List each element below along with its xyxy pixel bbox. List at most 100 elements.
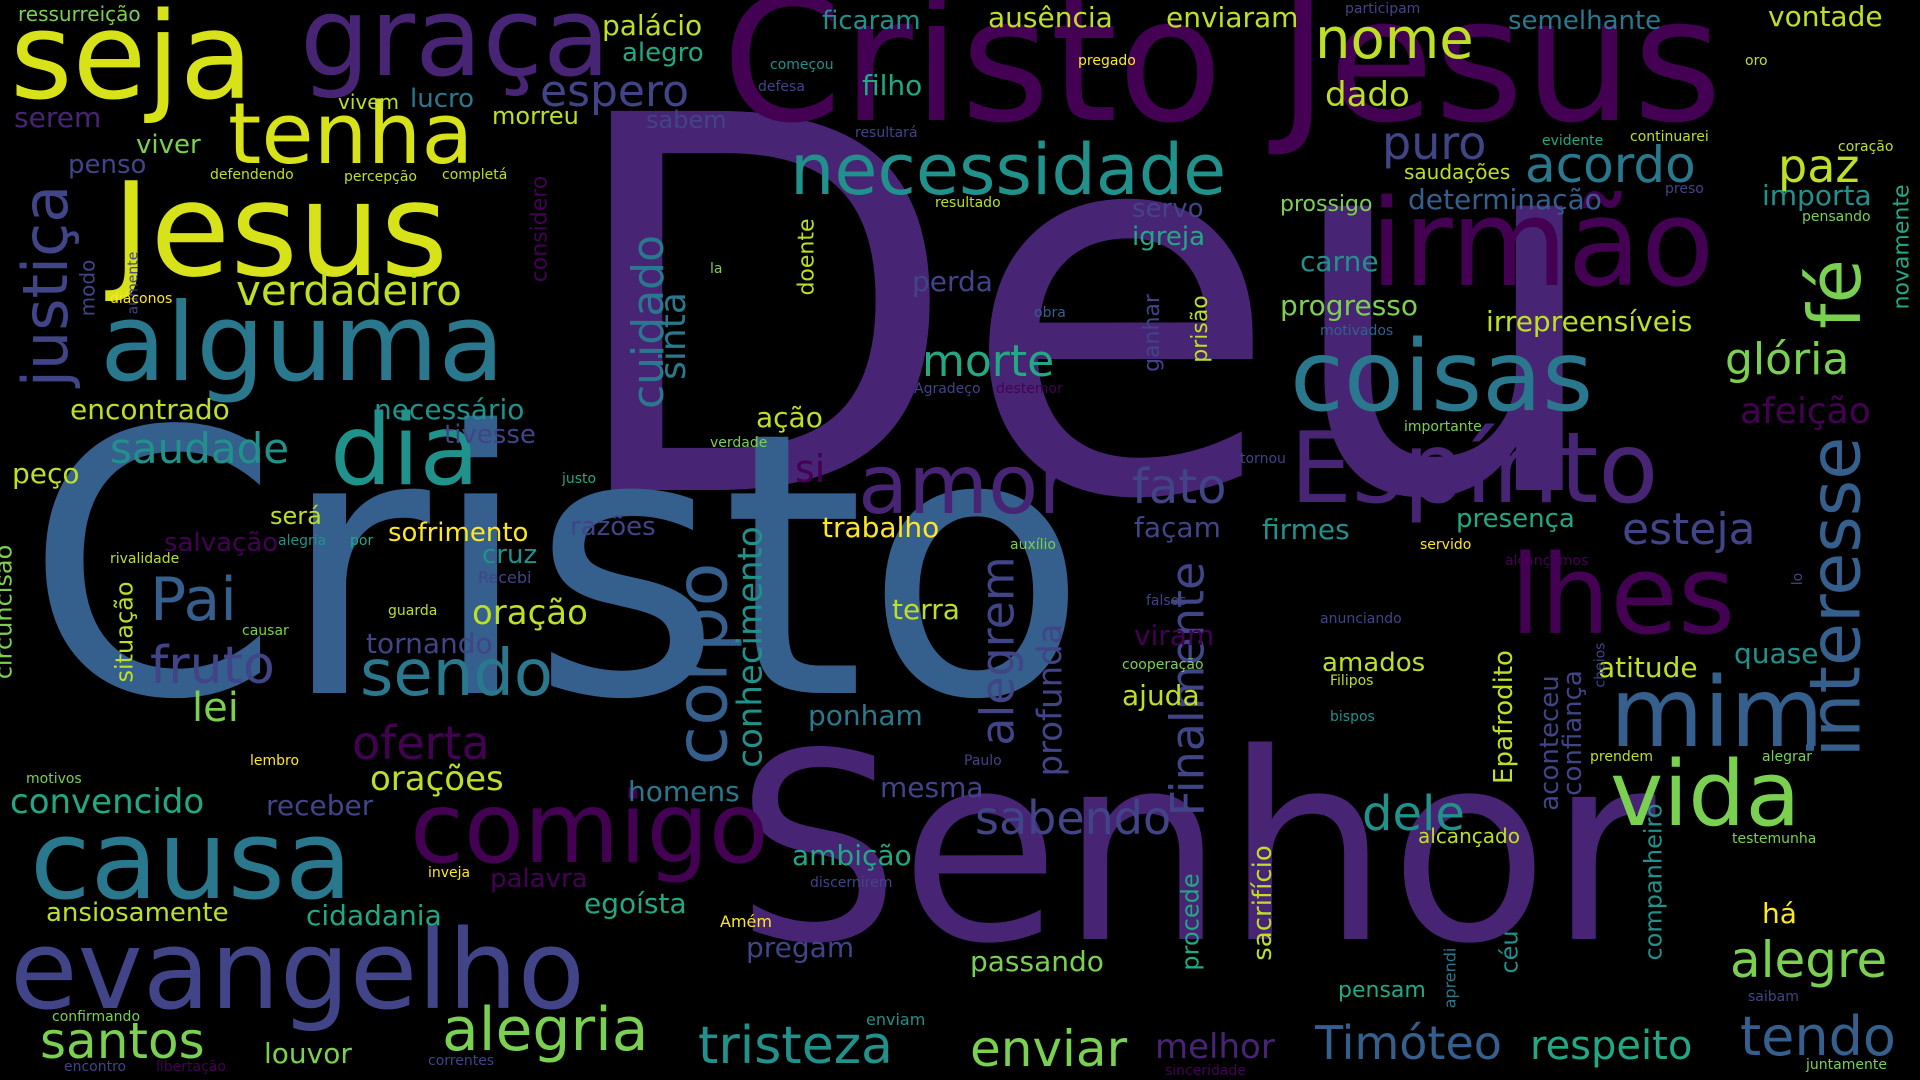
word-saudacoes: saudações xyxy=(1404,160,1511,184)
word-vivem: vivem xyxy=(338,90,400,114)
word-cristo-jesus: Cristo Jesus xyxy=(722,0,1723,161)
word-acao: ação xyxy=(756,401,823,434)
word-necessidade: necessidade xyxy=(790,129,1227,211)
word-irmao: irmão xyxy=(1370,175,1715,314)
word-resultado: resultado xyxy=(935,195,1001,211)
word-justo: justo xyxy=(562,471,597,487)
word-jesus: Jesus xyxy=(112,154,449,306)
word-defendendo: defendendo xyxy=(210,167,294,183)
word-sacrificio: sacrifício xyxy=(1247,845,1278,961)
word-encontrado: encontrado xyxy=(70,393,230,426)
word-cheios: cheios xyxy=(1592,642,1609,688)
word-sera: será xyxy=(270,502,322,530)
word-homens: homens xyxy=(628,775,740,808)
word-alegria: alegria xyxy=(442,995,649,1065)
word-comigo: comigo xyxy=(410,772,769,886)
word-penso: penso xyxy=(68,150,147,180)
word-carne: carne xyxy=(1300,245,1379,278)
word-ganhar: ganhar xyxy=(1139,294,1165,372)
word-alegrar: alegrar xyxy=(1762,749,1813,765)
word-oferta: oferta xyxy=(352,716,490,770)
word-justica: justiça xyxy=(9,184,83,388)
word-fato: fato xyxy=(1132,459,1227,515)
word-sinceridade: sinceridade xyxy=(1165,1063,1246,1079)
word-verdade: verdade xyxy=(710,435,768,451)
word-obra: obra xyxy=(1034,305,1066,321)
word-bispos: bispos xyxy=(1330,709,1375,725)
word-prendem: prendem xyxy=(1590,749,1653,765)
word-ponham: ponham xyxy=(808,699,923,732)
word-situacao: situação xyxy=(110,581,139,683)
word-libertacao: libertação xyxy=(156,1059,226,1075)
word-terra: terra xyxy=(892,593,960,626)
word-paz: paz xyxy=(1778,139,1860,193)
word-fruto: fruto xyxy=(150,636,275,696)
word-doente: doente xyxy=(794,218,820,296)
word-deu: Deu xyxy=(560,7,1610,613)
word-tornando: tornando xyxy=(366,627,493,660)
word-ajuda: ajuda xyxy=(1122,679,1200,712)
word-dia: dia xyxy=(330,394,480,508)
word-correntes: correntes xyxy=(428,1053,495,1069)
word-servo: servo xyxy=(1132,194,1204,224)
word-confirmando: confirmando xyxy=(52,1009,141,1025)
word-tornou: tornou xyxy=(1240,451,1286,467)
word-razoes: razões xyxy=(570,512,656,542)
word-coracao: coração xyxy=(1838,139,1894,155)
word-epafrodito: Epafrodito xyxy=(1488,650,1519,784)
word-motivados: motivados xyxy=(1320,323,1394,339)
word-sabendo: sabendo xyxy=(975,791,1172,845)
word-semelhante: semelhante xyxy=(1508,6,1662,36)
word-completa: completá xyxy=(442,167,508,183)
word-trabalho: trabalho xyxy=(822,511,940,544)
word-inveja: inveja xyxy=(428,865,471,881)
word-recebi: Recebi xyxy=(478,568,532,587)
word-senhor: Senhor xyxy=(735,699,1656,1001)
word-alegrem: alegrem xyxy=(970,556,1025,746)
word-aconteceu: aconteceu xyxy=(1534,675,1565,811)
word-nome: nome xyxy=(1315,7,1474,72)
word-continuarei: continuarei xyxy=(1630,129,1709,145)
word-oracao: oração xyxy=(472,593,588,633)
word-passando: passando xyxy=(970,945,1104,978)
word-palavra: palavra xyxy=(490,864,588,894)
word-filipos: Filipos xyxy=(1330,673,1374,689)
word-pensando: pensando xyxy=(1802,209,1871,225)
word-dado: dado xyxy=(1325,75,1410,115)
word-louvor: louvor xyxy=(264,1037,352,1070)
word-interesse: interesse xyxy=(1794,436,1877,758)
word-participam: participam xyxy=(1345,1,1421,17)
word-motivos: motivos xyxy=(26,771,82,787)
word-alegro: alegro xyxy=(622,38,704,68)
word-coisas: coisas xyxy=(1290,320,1594,434)
word-melhor: melhor xyxy=(1155,1027,1275,1067)
word-si: si xyxy=(795,447,826,491)
word-esteja: esteja xyxy=(1622,504,1756,555)
word-igreja: igreja xyxy=(1132,222,1205,252)
word-tenha: tenha xyxy=(228,85,474,184)
word-rivalidade: rivalidade xyxy=(110,551,180,567)
word-cruz: cruz xyxy=(482,540,538,570)
word-evangelho: evangelho xyxy=(10,906,585,1034)
word-sofrimento: sofrimento xyxy=(388,518,529,548)
word-aprendi: aprendi xyxy=(1440,947,1460,1009)
word-causa: causa xyxy=(30,796,353,924)
word-circuncisao: circuncisão xyxy=(0,544,18,680)
word-pensam: pensam xyxy=(1338,978,1426,1003)
word-guarda: guarda xyxy=(388,603,438,619)
word-gloria: glória xyxy=(1725,334,1850,385)
word-alcancamos: alcançamos xyxy=(1505,553,1589,569)
word-importa: importa xyxy=(1762,179,1872,212)
word-sabem: sabem xyxy=(646,106,727,134)
word-lhes: lhes xyxy=(1510,531,1736,659)
word-palacio: palácio xyxy=(602,9,703,42)
word-alguma: alguma xyxy=(100,281,505,406)
word-por: por xyxy=(350,533,374,549)
word-alegria-small: alegria xyxy=(278,533,327,549)
word-oracoes: orações xyxy=(370,759,504,799)
word-serem: serem xyxy=(14,101,102,134)
word-cidadania: cidadania xyxy=(306,899,442,932)
word-diaconos: diáconos xyxy=(110,291,173,307)
word-alegre: alegre xyxy=(1730,931,1888,989)
